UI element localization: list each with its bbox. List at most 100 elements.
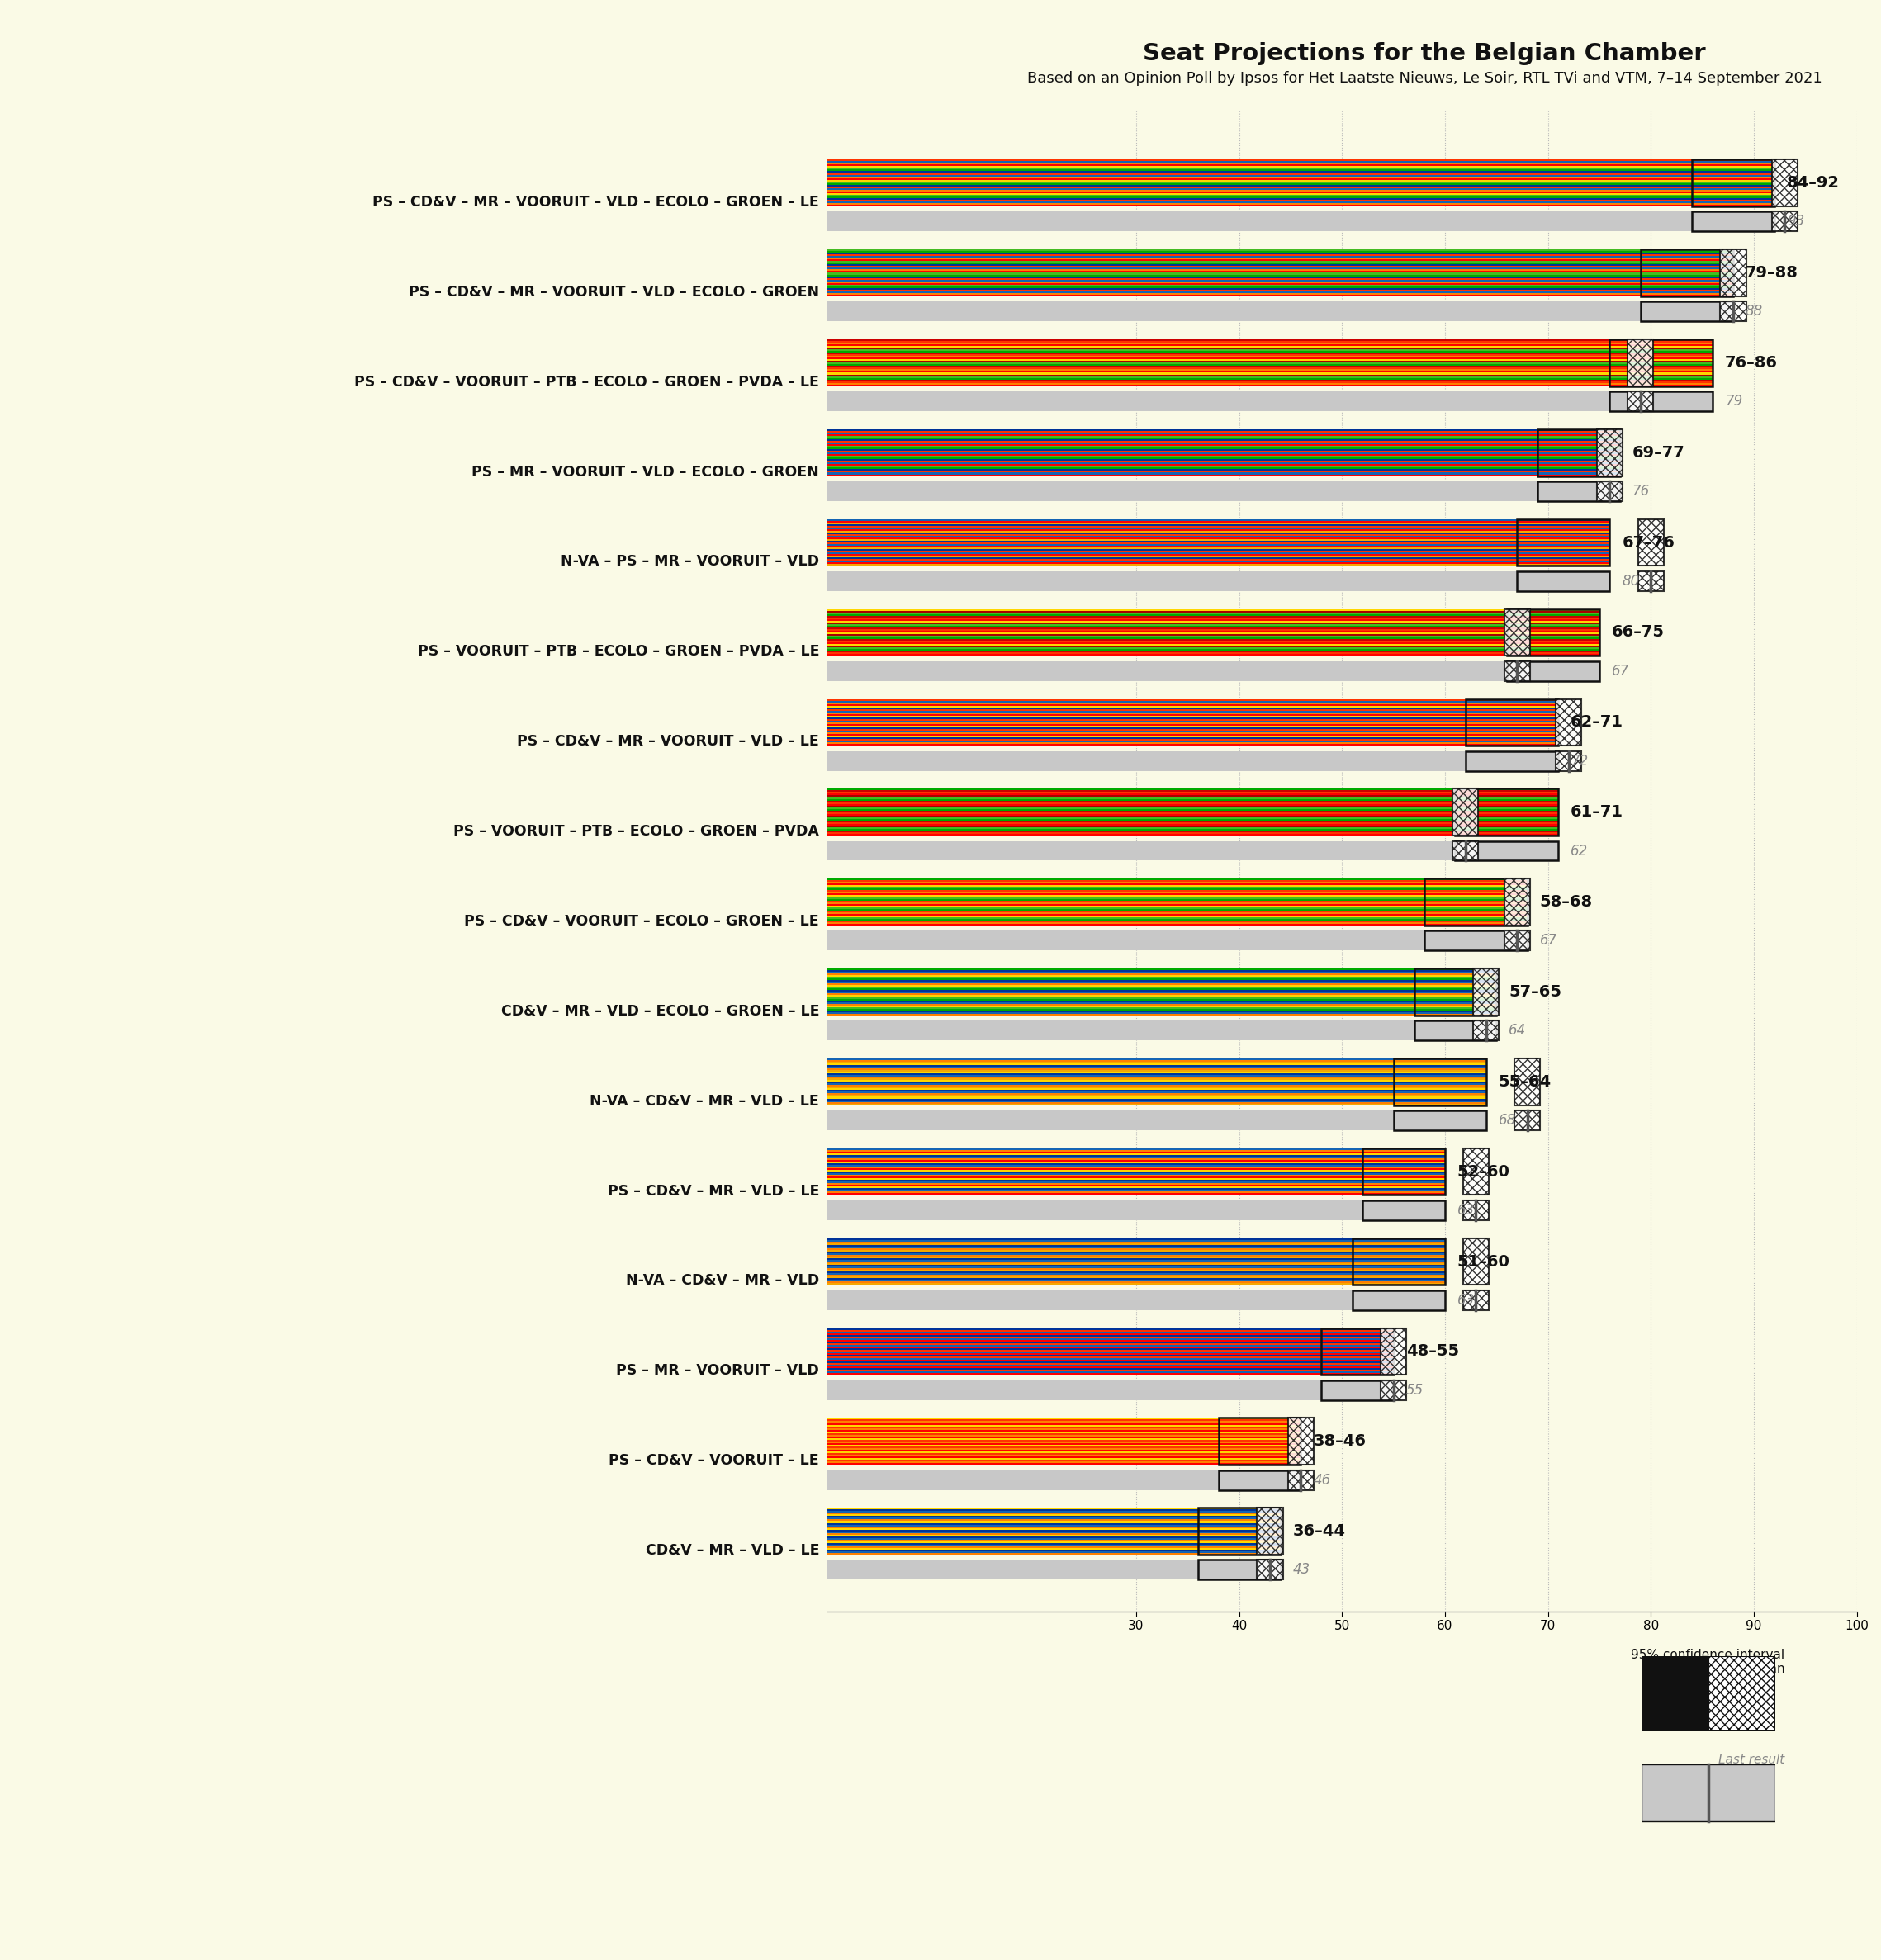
Text: 76: 76 xyxy=(1633,484,1650,498)
Text: CD&V – MR – VLD – ECOLO – GROEN – LE: CD&V – MR – VLD – ECOLO – GROEN – LE xyxy=(500,1004,818,1019)
Text: 76–86: 76–86 xyxy=(1725,355,1778,370)
Text: 61–71: 61–71 xyxy=(1571,804,1623,819)
Bar xyxy=(1198,1560,1281,1580)
Bar xyxy=(1597,482,1623,502)
Text: 93: 93 xyxy=(1787,214,1804,229)
Bar xyxy=(1362,1149,1445,1196)
Bar xyxy=(828,841,1557,860)
Text: PS – CD&V – MR – VOORUIT – VLD – LE: PS – CD&V – MR – VOORUIT – VLD – LE xyxy=(517,735,818,749)
Bar xyxy=(1518,570,1610,592)
Bar xyxy=(1424,931,1527,951)
Text: Seat Projections for the Belgian Chamber: Seat Projections for the Belgian Chamber xyxy=(1144,41,1706,65)
Bar xyxy=(1473,968,1499,1015)
Bar xyxy=(1556,700,1582,745)
Bar xyxy=(1721,302,1746,321)
Text: PS – CD&V – MR – VLD – LE: PS – CD&V – MR – VLD – LE xyxy=(608,1184,818,1198)
Bar xyxy=(1352,1290,1445,1309)
Bar xyxy=(1381,1380,1407,1399)
Text: 66–75: 66–75 xyxy=(1612,625,1665,641)
Bar xyxy=(1322,1380,1394,1399)
Bar xyxy=(1638,519,1663,566)
Text: 69–77: 69–77 xyxy=(1633,445,1685,461)
Text: 46: 46 xyxy=(1313,1472,1330,1488)
Bar xyxy=(1514,1111,1541,1131)
Bar xyxy=(1463,1239,1488,1286)
Text: 63: 63 xyxy=(1458,1294,1475,1307)
Bar xyxy=(828,302,1732,321)
Bar xyxy=(1288,1470,1313,1490)
Text: 79–88: 79–88 xyxy=(1746,265,1798,280)
Bar xyxy=(828,661,1599,680)
Bar xyxy=(1610,339,1712,386)
Text: 62–71: 62–71 xyxy=(1571,715,1623,731)
Bar xyxy=(1518,519,1610,566)
Bar xyxy=(1463,1290,1488,1309)
Bar xyxy=(828,1200,1445,1221)
Text: PS – VOORUIT – PTB – ECOLO – GROEN – PVDA – LE: PS – VOORUIT – PTB – ECOLO – GROEN – PVD… xyxy=(418,645,818,659)
Text: 36–44: 36–44 xyxy=(1292,1523,1345,1539)
Bar xyxy=(1640,249,1732,296)
Bar xyxy=(828,1470,1302,1490)
Bar xyxy=(1219,1470,1302,1490)
Bar xyxy=(1505,610,1529,657)
Bar xyxy=(1415,968,1497,1015)
Text: 62: 62 xyxy=(1571,843,1588,858)
Text: 63: 63 xyxy=(1458,1203,1475,1217)
Text: 64: 64 xyxy=(1509,1023,1525,1039)
Bar xyxy=(1198,1507,1281,1554)
Bar xyxy=(1627,339,1653,386)
Bar xyxy=(828,392,1712,412)
Text: PS – VOORUIT – PTB – ECOLO – GROEN – PVDA: PS – VOORUIT – PTB – ECOLO – GROEN – PVD… xyxy=(453,823,818,839)
Bar xyxy=(828,1380,1394,1399)
Bar xyxy=(1507,661,1599,680)
Bar xyxy=(828,751,1557,770)
Bar xyxy=(828,1111,1486,1131)
Bar xyxy=(1640,302,1732,321)
Text: 84–92: 84–92 xyxy=(1787,174,1840,190)
Bar xyxy=(828,482,1620,502)
Bar xyxy=(1556,751,1582,770)
Text: 57–65: 57–65 xyxy=(1509,984,1561,1000)
Bar xyxy=(1381,1329,1407,1374)
Bar xyxy=(1257,1507,1283,1554)
Bar xyxy=(1219,1417,1302,1464)
Bar xyxy=(1537,482,1620,502)
Bar xyxy=(828,1560,1281,1580)
Bar xyxy=(828,1290,1445,1309)
Bar xyxy=(1452,788,1478,835)
Bar xyxy=(828,931,1527,951)
Bar xyxy=(1322,1329,1394,1374)
Bar xyxy=(1610,392,1712,412)
Bar xyxy=(1415,1021,1497,1041)
Bar xyxy=(828,570,1610,592)
Bar xyxy=(1505,661,1529,680)
Text: 55–64: 55–64 xyxy=(1499,1074,1552,1090)
Text: 51–60: 51–60 xyxy=(1458,1254,1510,1270)
Text: N-VA – CD&V – MR – VLD: N-VA – CD&V – MR – VLD xyxy=(626,1274,818,1288)
Bar xyxy=(1452,841,1478,860)
Bar xyxy=(1693,159,1774,206)
Text: 38–46: 38–46 xyxy=(1313,1433,1366,1448)
Bar xyxy=(1456,788,1557,835)
Text: 95% confidence interval
with median: 95% confidence interval with median xyxy=(1631,1648,1785,1676)
Text: 80: 80 xyxy=(1621,574,1640,588)
Text: PS – CD&V – MR – VOORUIT – VLD – ECOLO – GROEN – LE: PS – CD&V – MR – VOORUIT – VLD – ECOLO –… xyxy=(372,194,818,210)
Bar xyxy=(1638,570,1663,592)
Text: 58–68: 58–68 xyxy=(1541,894,1593,909)
Bar xyxy=(1514,1058,1541,1105)
Text: N-VA – PS – MR – VOORUIT – VLD: N-VA – PS – MR – VOORUIT – VLD xyxy=(561,555,818,568)
Bar xyxy=(1772,159,1798,206)
Bar xyxy=(1772,212,1798,231)
Bar xyxy=(1627,392,1653,412)
Text: Based on an Opinion Poll by Ipsos for Het Laatste Nieuws, Le Soir, RTL TVi and V: Based on an Opinion Poll by Ipsos for He… xyxy=(1027,71,1823,86)
Text: 67–76: 67–76 xyxy=(1621,535,1674,551)
Text: PS – MR – VOORUIT – VLD – ECOLO – GROEN: PS – MR – VOORUIT – VLD – ECOLO – GROEN xyxy=(472,465,818,480)
Text: PS – CD&V – MR – VOORUIT – VLD – ECOLO – GROEN: PS – CD&V – MR – VOORUIT – VLD – ECOLO –… xyxy=(408,284,818,300)
Text: 72: 72 xyxy=(1571,753,1588,768)
Bar xyxy=(1505,878,1529,925)
Bar xyxy=(1424,878,1527,925)
Text: PS – CD&V – VOORUIT – LE: PS – CD&V – VOORUIT – LE xyxy=(609,1452,818,1468)
Text: 79: 79 xyxy=(1725,394,1742,410)
Text: CD&V – MR – VLD – LE: CD&V – MR – VLD – LE xyxy=(645,1543,818,1558)
Text: N-VA – CD&V – MR – VLD – LE: N-VA – CD&V – MR – VLD – LE xyxy=(591,1094,818,1109)
